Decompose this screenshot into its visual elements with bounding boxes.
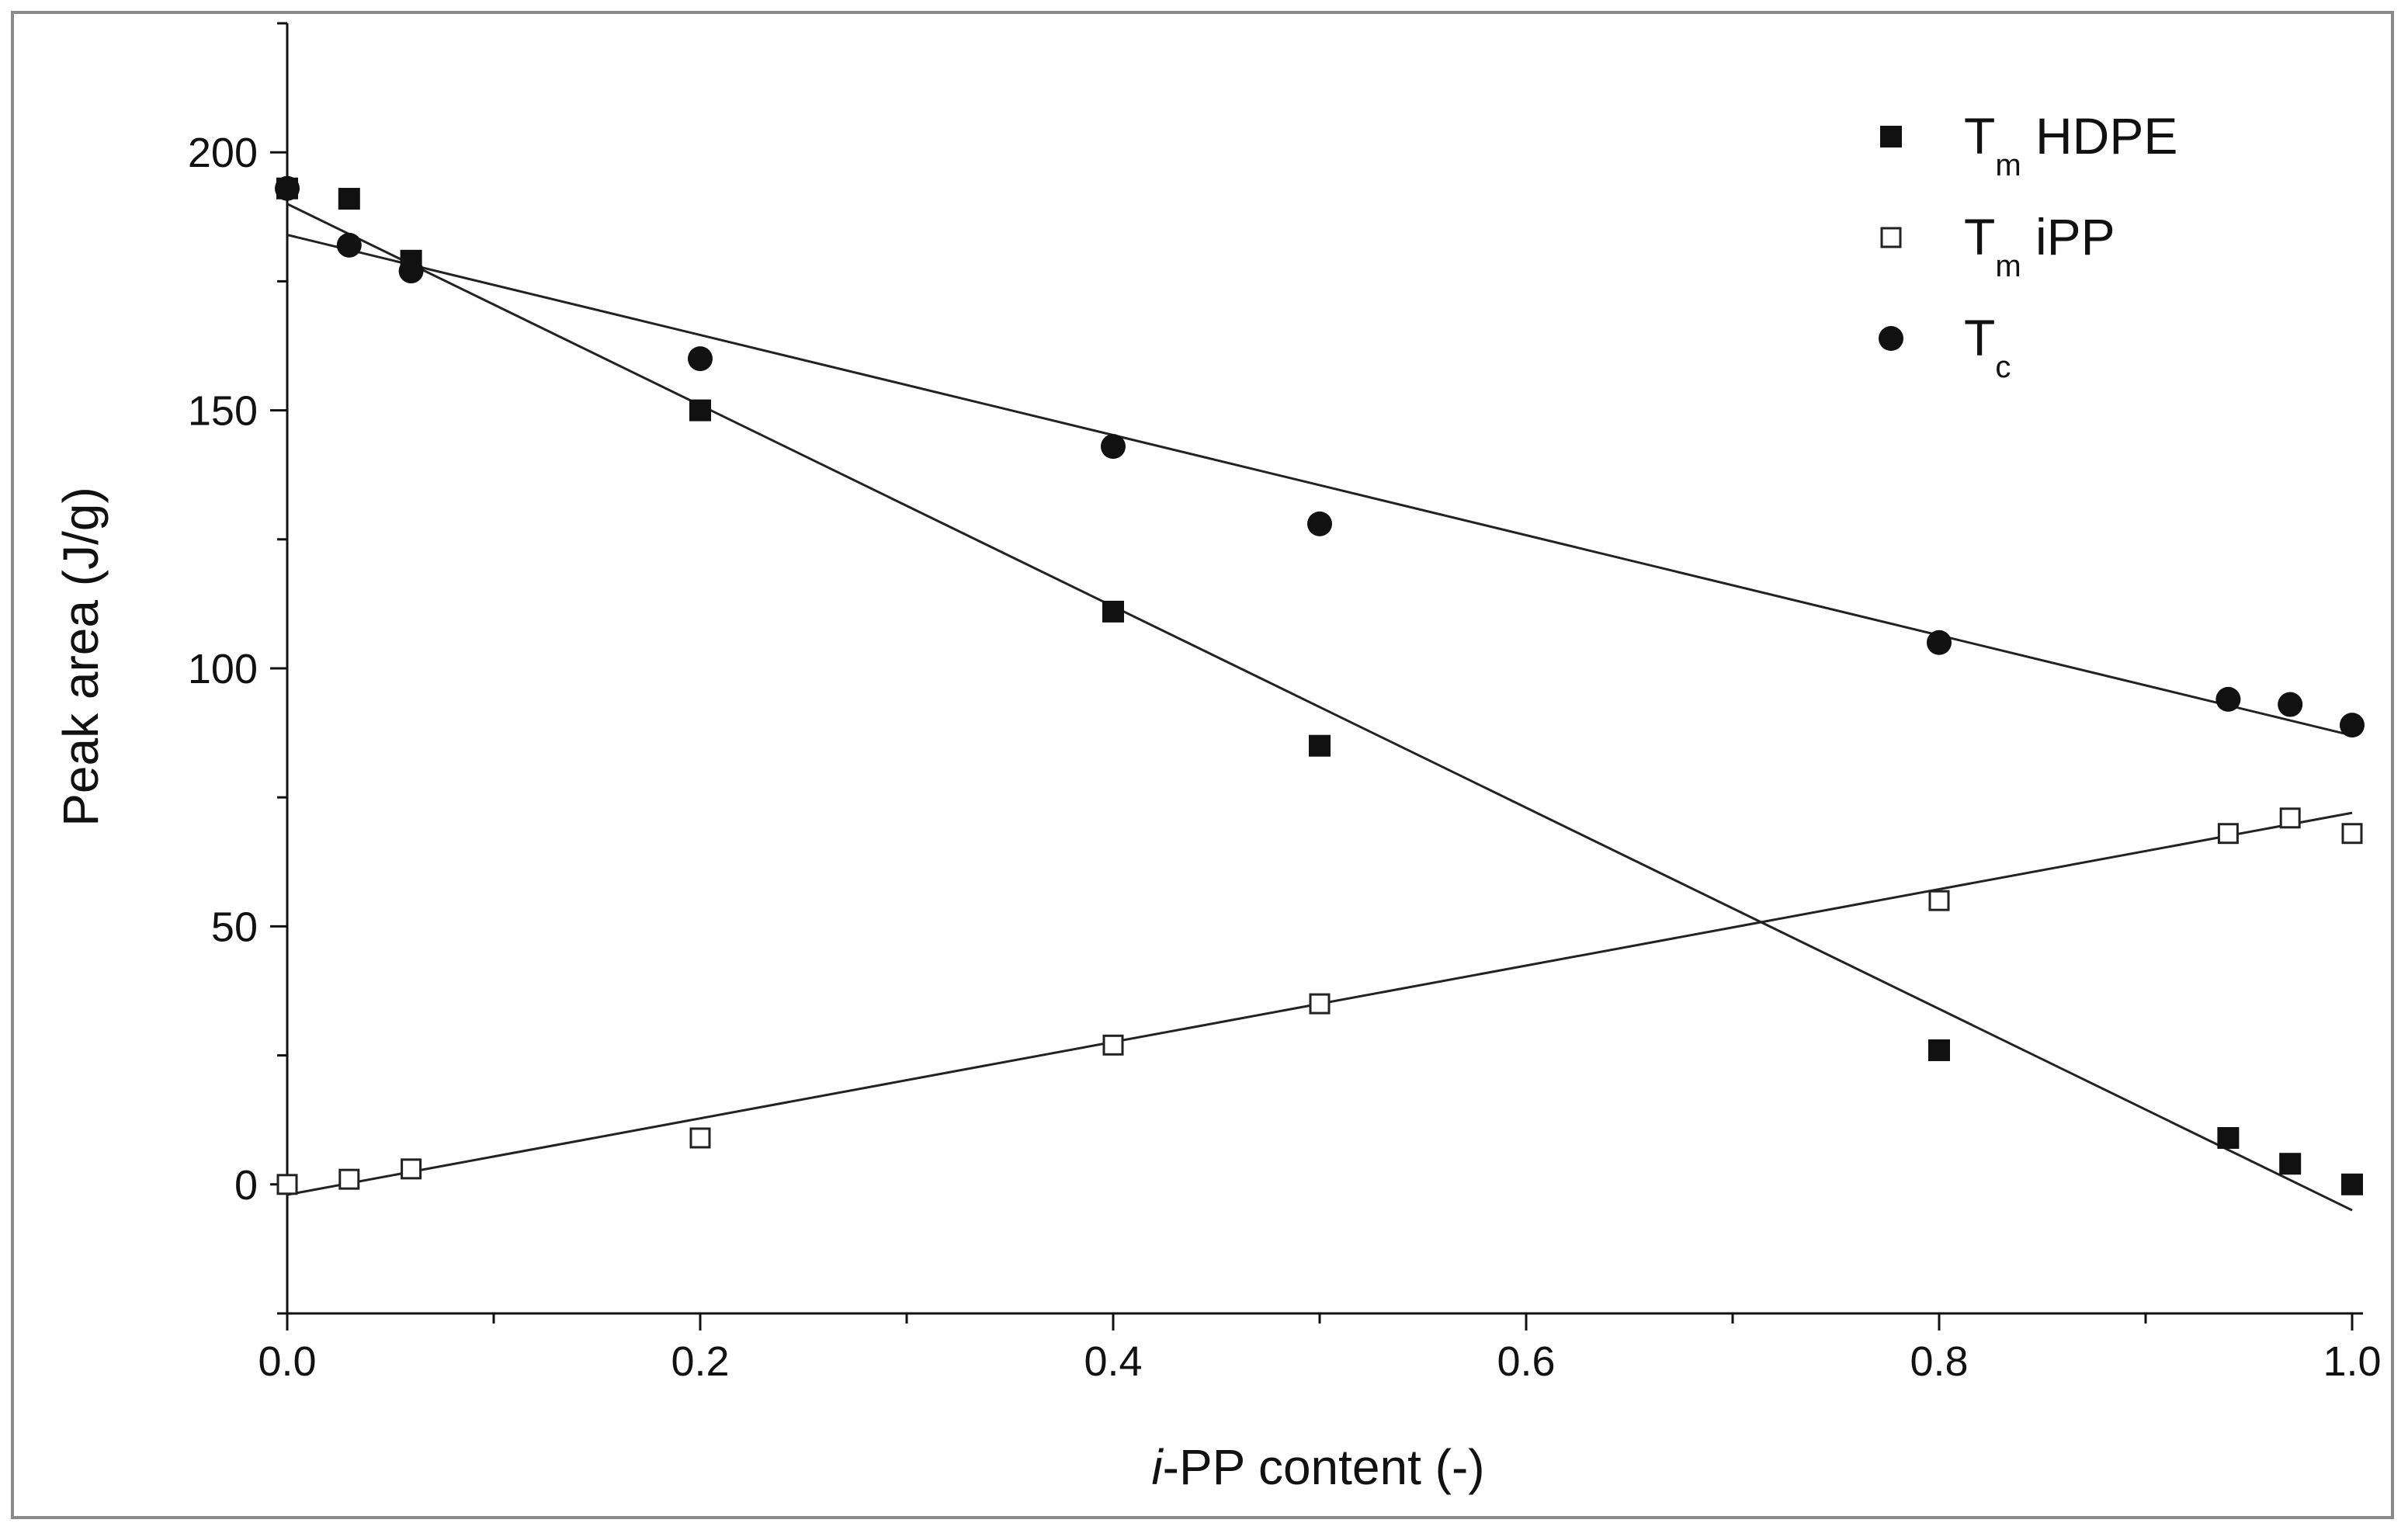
x-axis-label-rest: -PP content (-): [1163, 1439, 1485, 1495]
legend-label-tm_ipp: Tm iPP: [1964, 208, 2115, 283]
y-axis-label: Peak area (J/g): [53, 487, 109, 827]
point-tc: [1101, 434, 1126, 460]
point-tm_hdpe: [1102, 600, 1124, 623]
point-tm_hdpe: [2279, 1153, 2302, 1175]
axes: [270, 22, 2363, 1331]
point-tm_ipp: [2341, 823, 2363, 845]
point-tc: [275, 175, 300, 201]
fit-lines: [286, 203, 2353, 1212]
fit-line-tm_hdpe: [286, 203, 2353, 1212]
y-tick-label: 100: [188, 646, 258, 692]
y-tick-label: 150: [188, 388, 258, 435]
point-tm_ipp: [338, 1168, 360, 1190]
point-tm_hdpe: [2341, 1173, 2363, 1195]
legend: Tm HDPE Tm iPP Tc: [1879, 107, 2177, 384]
point-tm_hdpe: [1928, 1039, 1950, 1061]
x-tick-label: 0.8: [1910, 1338, 1968, 1385]
legend-marker-tc: [1879, 326, 1903, 351]
point-tc: [2278, 692, 2303, 717]
point-tm_ipp: [1102, 1034, 1124, 1056]
point-tm_hdpe: [689, 399, 711, 422]
tick-labels: 0.0 0.2 0.4 0.6 0.8 1.0 0 50 100 150 200: [188, 130, 2382, 1385]
legend-label-tm_hdpe: Tm HDPE: [1964, 107, 2177, 182]
fit-line-tc: [286, 234, 2353, 737]
x-tick-label: 0.4: [1084, 1338, 1142, 1385]
x-tick-label: 0.6: [1497, 1338, 1555, 1385]
y-tick-label: 200: [188, 130, 258, 176]
point-tm_ipp: [401, 1158, 422, 1180]
x-tick-label: 1.0: [2323, 1338, 2381, 1385]
point-tm_hdpe: [338, 188, 360, 210]
point-tm_hdpe: [2217, 1126, 2240, 1149]
point-tm_ipp: [2279, 807, 2301, 829]
x-tick-label: 0.0: [258, 1338, 316, 1385]
y-tick-label: 0: [234, 1162, 258, 1209]
legend-marker-tm_ipp: [1880, 227, 1902, 248]
x-axis-label-prefix: i: [1151, 1439, 1164, 1495]
y-tick-label: 50: [211, 904, 258, 950]
point-tc: [2340, 713, 2365, 738]
point-tm_hdpe: [1309, 734, 1331, 757]
point-tc: [1307, 511, 1332, 536]
point-tc: [2215, 686, 2241, 712]
point-tm_ipp: [1928, 890, 1950, 911]
data-points: [275, 175, 2365, 1195]
x-tick-label: 0.2: [671, 1338, 729, 1385]
x-axis-label: i-PP content (-): [1151, 1439, 1484, 1495]
point-tc: [398, 258, 424, 284]
point-tm_ipp: [1309, 993, 1331, 1015]
point-tc: [336, 232, 362, 258]
legend-label-tc: Tc: [1964, 309, 2011, 384]
point-tm_ipp: [2217, 823, 2239, 845]
point-tc: [1927, 630, 1952, 655]
point-tm_ipp: [689, 1127, 711, 1149]
point-tm_ipp: [276, 1174, 298, 1195]
legend-marker-tm_hdpe: [1880, 126, 1902, 147]
point-tc: [688, 346, 713, 372]
